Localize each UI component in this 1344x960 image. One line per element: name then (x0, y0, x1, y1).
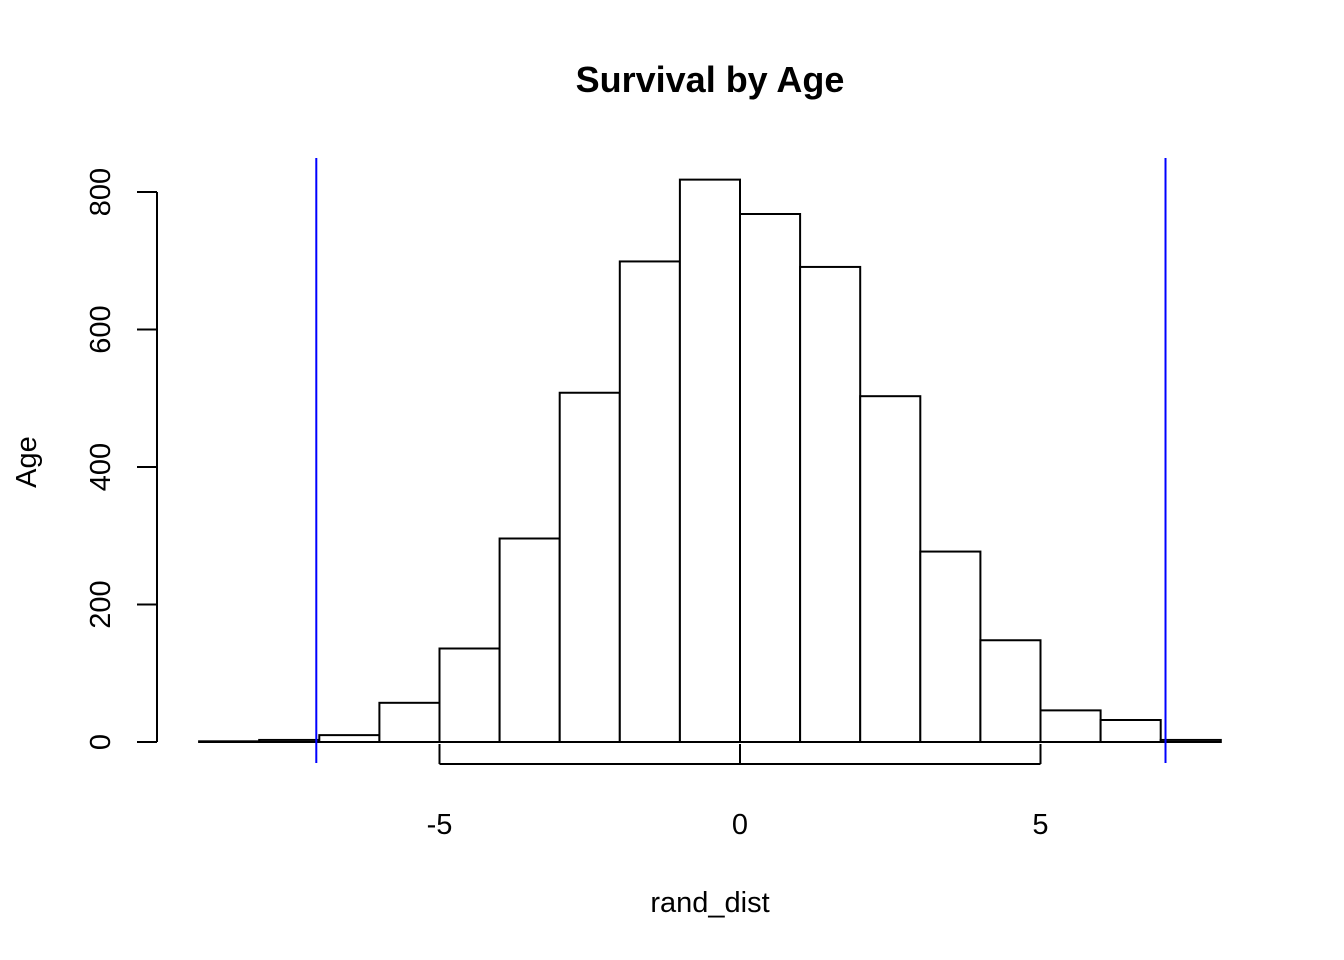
histogram-bar (739, 213, 802, 743)
y-tick-label: 400 (85, 443, 117, 491)
reference-lines (315, 158, 1167, 763)
histogram-bar (678, 178, 742, 743)
y-tick-label: 600 (85, 305, 117, 353)
y-axis-label: Age (11, 436, 43, 488)
x-tick-label: 0 (732, 809, 748, 841)
y-tick-label: 0 (85, 734, 117, 750)
histogram-bar (378, 701, 441, 743)
y-axis: 0 200 400 600 800 (85, 168, 158, 750)
histogram-bar (198, 740, 261, 743)
y-tick-label: 800 (85, 168, 117, 216)
histogram-bar (1099, 719, 1162, 743)
histogram-bar (859, 395, 922, 743)
x-tick-label: -5 (427, 809, 453, 841)
histogram-bar (618, 260, 681, 743)
x-tick-label: 5 (1032, 809, 1048, 841)
histogram-bar (919, 550, 982, 743)
x-axis: -5 0 5 (427, 744, 1049, 841)
histogram-bar (318, 734, 381, 743)
histogram-bar (438, 647, 501, 743)
histogram-bar (498, 537, 561, 743)
histogram-bars (198, 178, 1222, 743)
histogram-bar (258, 738, 321, 743)
histogram-bar (1039, 709, 1102, 743)
histogram-bar (1159, 738, 1222, 743)
histogram-bar (558, 391, 621, 743)
y-tick-label: 200 (85, 580, 117, 628)
histogram-bar (799, 265, 862, 743)
histogram-bar (979, 639, 1042, 743)
x-axis-label: rand_dist (650, 887, 769, 919)
chart-title: Survival by Age (576, 59, 845, 100)
